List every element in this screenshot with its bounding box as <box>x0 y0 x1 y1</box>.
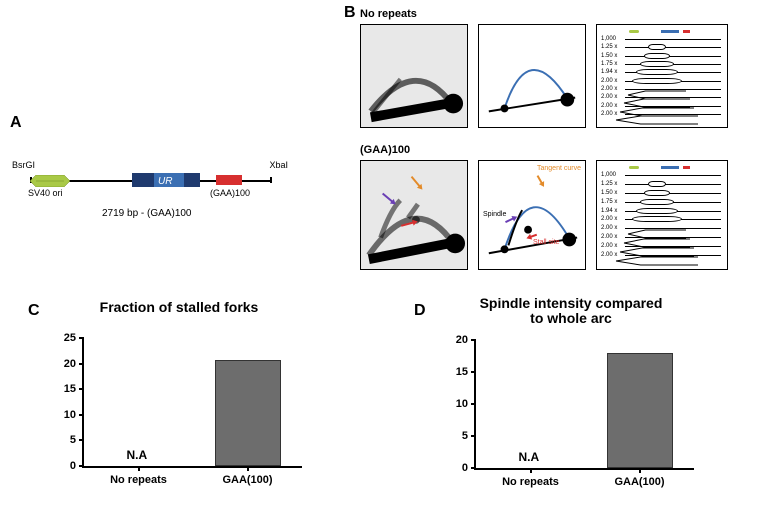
chart-c: Fraction of stalled forks 0510152025No r… <box>44 300 314 480</box>
spindle-label: Spindle <box>483 211 506 218</box>
enzyme-left-label: BsrGI <box>12 160 35 170</box>
sketch-gaa100: Tangent curve Spindle Stall site <box>478 160 586 270</box>
sketch-norepeats <box>478 24 586 128</box>
panel-a-diagram: BsrGI XbaI SV40 ori UR (GAA)100 2719 bp … <box>12 146 292 236</box>
panel-d-label: D <box>414 302 426 320</box>
stall-label: Stall site <box>533 239 559 246</box>
panel-b-row1: 1,0001.25 x1.50 x1.75 x1.94 x2.00 x2.00 … <box>360 24 760 128</box>
panel-a-label: A <box>10 114 22 132</box>
panel-b-label: B <box>344 4 356 22</box>
chart-d-title: Spindle intensity compared to whole arc <box>436 296 706 327</box>
chart-c-title: Fraction of stalled forks <box>44 300 314 315</box>
chart-d: Spindle intensity compared to whole arc … <box>436 296 706 476</box>
panel-b-title2: (GAA)100 <box>360 144 760 156</box>
panel-b-row2: Tangent curve Spindle Stall site 1,0001.… <box>360 160 760 270</box>
gel-gaa100 <box>360 160 468 270</box>
sv40-label: SV40 ori <box>28 188 63 198</box>
gel-norepeats <box>360 24 468 128</box>
bands-gaa100: 1,0001.25 x1.50 x1.75 x1.94 x2.00 x2.00 … <box>596 160 728 270</box>
panel-b-title1: No repeats <box>360 8 760 20</box>
panel-b-container: No repeats <box>360 8 760 286</box>
chart-d-plot: 05101520No repeatsN.AGAA(100) <box>474 340 694 470</box>
fragment-caption: 2719 bp - (GAA)100 <box>102 208 192 219</box>
tangent-label: Tangent curve <box>537 165 581 172</box>
enzyme-right-label: XbaI <box>269 160 288 170</box>
sv40-origin-icon <box>30 175 70 187</box>
ur-label: UR <box>158 176 172 187</box>
gaa-label: (GAA)100 <box>210 188 250 198</box>
panel-c-label: C <box>28 302 40 320</box>
bands-norepeats: 1,0001.25 x1.50 x1.75 x1.94 x2.00 x2.00 … <box>596 24 728 128</box>
gaa-block-icon <box>216 175 242 185</box>
chart-c-plot: 0510152025No repeatsN.AGAA(100) <box>82 338 302 468</box>
